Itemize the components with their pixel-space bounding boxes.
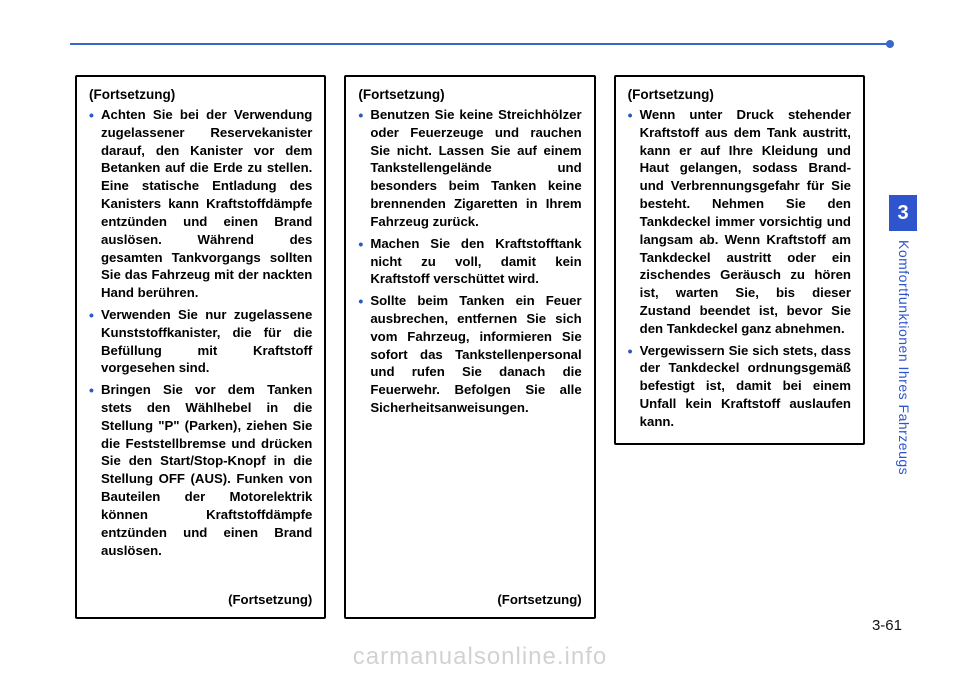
column-1: (Fortsetzung) Achten Sie bei der Verwend… <box>75 75 326 619</box>
bullet-list: Benutzen Sie keine Streichhölzer oder Fe… <box>358 106 581 421</box>
chapter-title: Komfortfunktionen Ihres Fahrzeugs <box>890 240 918 580</box>
chapter-number: 3 <box>897 202 908 225</box>
column-heading: (Fortsetzung) <box>628 87 851 102</box>
column-heading: (Fortsetzung) <box>89 87 312 102</box>
list-item: Vergewissern Sie sich stets, dass der Ta… <box>628 342 851 431</box>
list-item: Bringen Sie vor dem Tanken stets den Wäh… <box>89 381 312 559</box>
column-3: (Fortsetzung) Wenn unter Druck stehender… <box>614 75 865 445</box>
page-content: (Fortsetzung) Achten Sie bei der Verwend… <box>75 75 865 619</box>
list-item: Sollte beim Tanken ein Feuer ausbrechen,… <box>358 292 581 417</box>
bullet-list: Wenn unter Druck stehender Kraftstoff au… <box>628 106 851 435</box>
watermark: carmanualsonline.info <box>353 643 607 671</box>
list-item: Achten Sie bei der Verwendung zugelassen… <box>89 106 312 302</box>
list-item: Machen Sie den Kraftstofftank nicht zu v… <box>358 235 581 288</box>
bullet-list: Achten Sie bei der Verwendung zugelassen… <box>89 106 312 563</box>
column-heading: (Fortsetzung) <box>358 87 581 102</box>
continuation-label: (Fortsetzung) <box>89 592 312 607</box>
chapter-tab: 3 <box>889 195 917 231</box>
page-number: 3-61 <box>872 617 902 634</box>
list-item: Wenn unter Druck stehender Kraftstoff au… <box>628 106 851 338</box>
header-rule <box>70 43 890 45</box>
continuation-label: (Fortsetzung) <box>358 592 581 607</box>
column-2: (Fortsetzung) Benutzen Sie keine Streich… <box>344 75 595 619</box>
list-item: Verwenden Sie nur zugelassene Kunststoff… <box>89 306 312 377</box>
list-item: Benutzen Sie keine Streichhölzer oder Fe… <box>358 106 581 231</box>
